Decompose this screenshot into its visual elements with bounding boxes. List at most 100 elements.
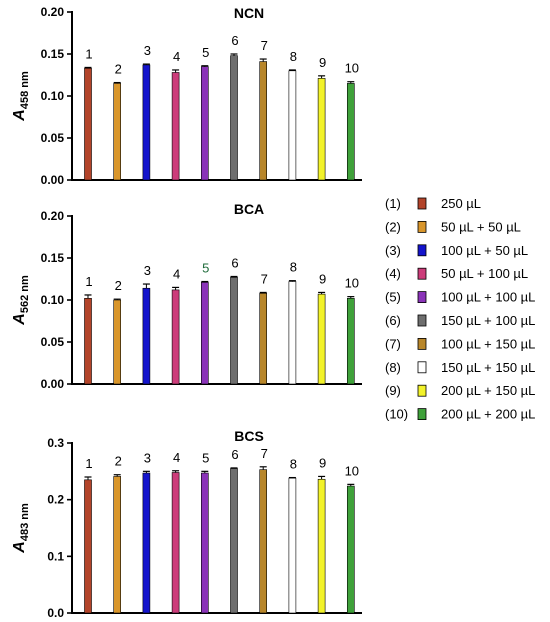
bar-5 [201, 282, 209, 385]
bar-2 [113, 83, 121, 181]
bar-4 [171, 289, 180, 385]
bar-9 [317, 293, 326, 385]
bar-1 [84, 67, 92, 181]
bar-label: 1 [85, 46, 92, 61]
bar-label: 4 [173, 49, 180, 64]
chart-panel-bca: BCA 0.00 0.05 0.10 0.15 0.20 A562 nm 1 2 3 4 5 6 7 8 9 1… [11, 201, 362, 391]
bar-label: 5 [202, 45, 209, 60]
legend-label: 150 µL + 150 µL [441, 360, 535, 375]
bar-label: 8 [290, 49, 297, 64]
bar-label: 10 [345, 61, 359, 76]
bar-1 [84, 479, 92, 614]
legend-label: 200 µL + 200 µL [441, 407, 535, 422]
y-tick-label: 0.2 [47, 493, 64, 507]
bar-label: 10 [345, 463, 359, 478]
y-axis-label: A458 nm [11, 71, 31, 122]
chart-title: BCS [234, 428, 264, 444]
bar-label: 6 [231, 447, 238, 462]
legend-swatch [417, 267, 427, 280]
chart-title: BCA [234, 201, 264, 217]
chart-title: NCN [234, 5, 264, 21]
y-tick-label: 0.3 [47, 436, 64, 450]
bar-label: 2 [115, 62, 122, 77]
y-tick-label: 0.10 [41, 293, 65, 307]
bar-label: 2 [115, 278, 122, 293]
bar-label: 6 [231, 255, 238, 270]
bar-4 [171, 472, 180, 614]
y-tick-label: 0.1 [47, 549, 64, 563]
legend: (1) 250 µL (2) 50 µL + 50 µL (3) 100 µL + 50 … [385, 196, 535, 422]
bar-label: 3 [144, 450, 151, 465]
y-tick-label: 0.20 [41, 209, 65, 223]
legend-code: (7) [385, 336, 401, 351]
y-tick-label: 0.10 [41, 89, 65, 103]
bar-label: 9 [319, 271, 326, 286]
bar-8 [288, 477, 297, 614]
bar-10 [346, 83, 355, 181]
legend-code: (6) [385, 313, 401, 328]
bar-6 [230, 468, 238, 614]
bar-10 [346, 485, 355, 614]
y-tick-label: 0.05 [41, 131, 65, 145]
bar-label: 1 [85, 456, 92, 471]
bar-7 [259, 469, 268, 614]
bar-label: 3 [144, 43, 151, 58]
bar-label: 7 [261, 446, 268, 461]
y-tick-label: 0.20 [41, 5, 65, 19]
legend-swatch [417, 361, 427, 374]
y-axis-label: A562 nm [11, 275, 31, 326]
legend-swatch [417, 291, 427, 304]
legend-code: (8) [385, 360, 401, 375]
bar-7 [259, 292, 268, 385]
bar-3 [142, 287, 151, 385]
legend-swatch [417, 220, 427, 233]
y-axis-label-sub: 458 nm [19, 71, 31, 109]
legend-code: (4) [385, 266, 401, 281]
legend-label: 100 µL + 100 µL [441, 290, 535, 305]
chart-panel-ncn: NCN 0.00 0.05 0.10 0.15 0.20 A458 nm 1 2 3 4 5 6 7 8 9 1… [11, 5, 362, 187]
bar-5 [201, 472, 209, 614]
legend-swatch [417, 244, 427, 257]
bar-label: 8 [290, 457, 297, 472]
bar-10 [346, 298, 355, 385]
bar-label: 8 [290, 260, 297, 275]
legend-label: 250 µL [441, 196, 481, 211]
y-tick-label: 0.00 [41, 377, 65, 391]
y-axis-label-sub: 562 nm [19, 275, 31, 313]
y-tick-label: 0.0 [47, 606, 64, 620]
bar-label: 6 [231, 33, 238, 48]
bar-label: 4 [173, 266, 180, 281]
bar-2 [113, 299, 121, 385]
legend-swatch [417, 384, 427, 397]
bar-label: 7 [261, 271, 268, 286]
legend-label: 50 µL + 50 µL [441, 219, 521, 234]
bar-6 [230, 55, 238, 181]
y-tick-label: 0.15 [41, 251, 65, 265]
legend-code: (9) [385, 383, 401, 398]
legend-swatch [417, 337, 427, 350]
chart-panel-bcs: BCS 0.0 0.1 0.2 0.3 A483 nm 1 2 3 4 5 6 7 8 9 10 [11, 428, 362, 620]
bar-9 [317, 478, 326, 614]
legend-code: (2) [385, 219, 401, 234]
legend-label: 50 µL + 100 µL [441, 266, 528, 281]
legend-label: 150 µL + 100 µL [441, 313, 535, 328]
legend-label: 100 µL + 50 µL [441, 243, 528, 258]
bar-2 [113, 476, 121, 614]
legend-code: (1) [385, 196, 401, 211]
y-axis-label: A483 nm [11, 503, 31, 554]
bar-3 [142, 64, 151, 181]
y-tick-label: 0.00 [41, 173, 65, 187]
legend-code: (5) [385, 290, 401, 305]
y-axis-label-main: A [11, 109, 28, 122]
legend-label: 200 µL + 150 µL [441, 383, 535, 398]
bar-label: 5 [202, 261, 209, 276]
bar-label: 1 [85, 274, 92, 289]
bar-6 [230, 277, 238, 385]
legend-swatch [417, 408, 427, 421]
bar-label: 10 [345, 276, 359, 291]
legend-code: (10) [385, 407, 408, 422]
bar-label: 7 [261, 38, 268, 53]
legend-swatch [417, 197, 427, 210]
bar-label: 4 [173, 450, 180, 465]
